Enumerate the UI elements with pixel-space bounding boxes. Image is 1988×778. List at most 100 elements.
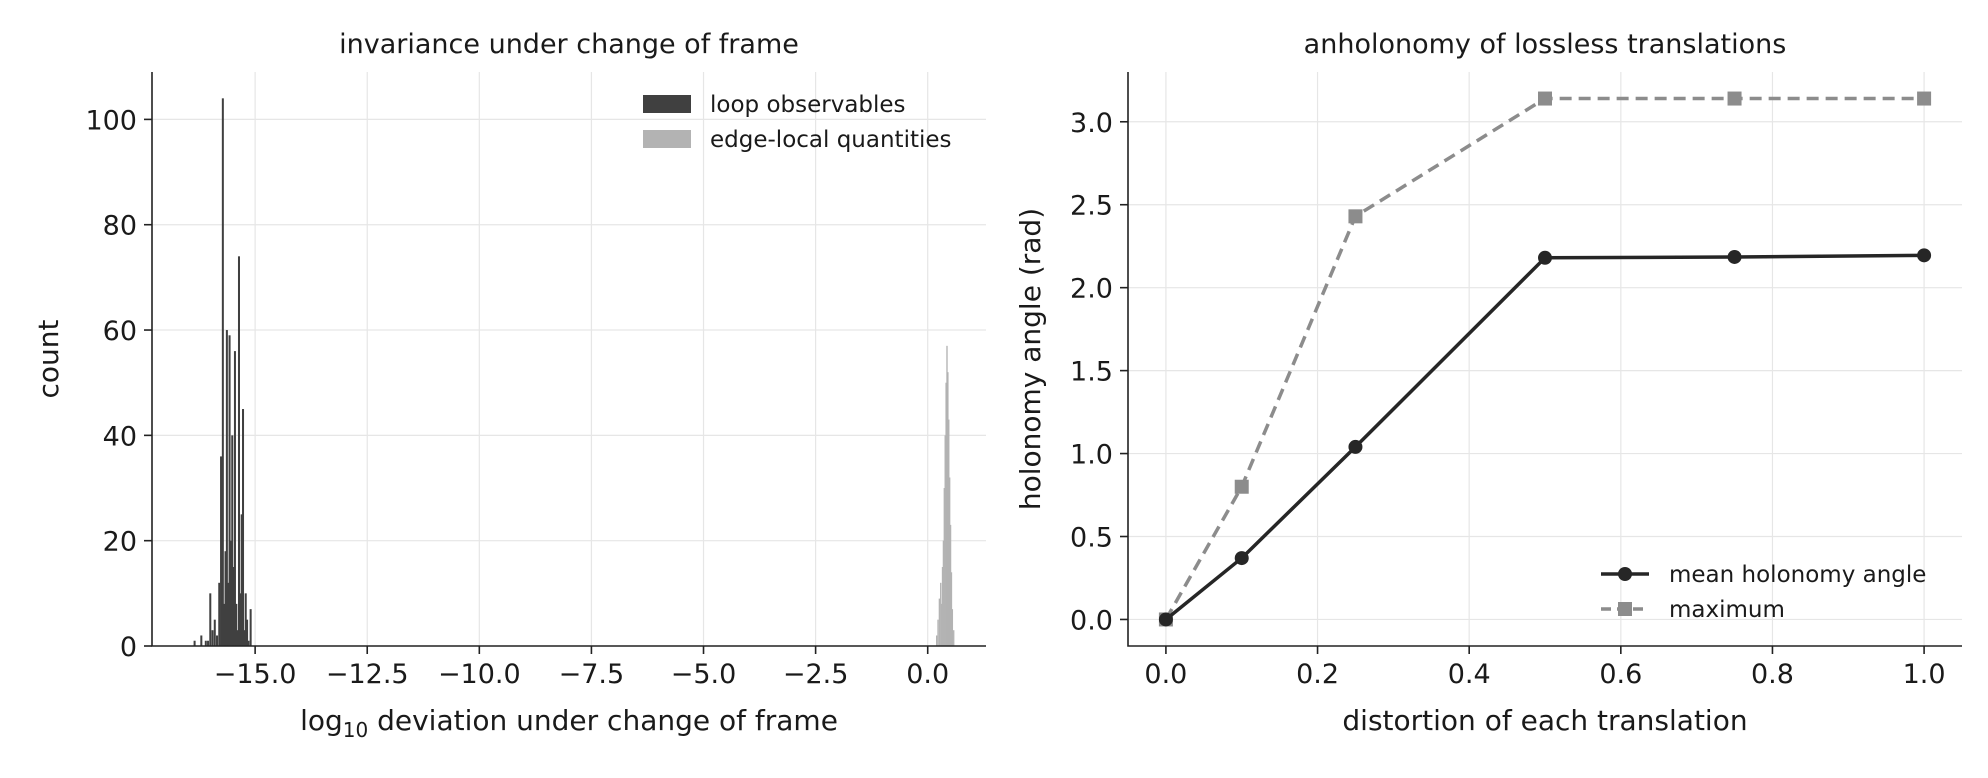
hist-xticks: −15.0 −12.5 −10.0 −7.5 −5.0 −2.5 0.0 bbox=[214, 646, 949, 690]
hist-ytick-label: 40 bbox=[103, 421, 137, 452]
hist-bar-edge bbox=[940, 603, 943, 646]
hist-bar-edge bbox=[938, 598, 941, 646]
hist-bar-loop bbox=[229, 540, 232, 646]
point-mean bbox=[1727, 249, 1742, 264]
hist-bar-edge bbox=[942, 540, 945, 646]
hist-xlabel-rest: deviation under change of frame bbox=[368, 704, 838, 737]
hist-bar-loop bbox=[207, 640, 210, 646]
hist-grid bbox=[152, 72, 986, 647]
hist-ytick-label: 80 bbox=[103, 211, 137, 242]
hist-bar-loop bbox=[237, 256, 240, 646]
hist-bar-loop bbox=[218, 582, 221, 646]
hist-bar-edge bbox=[951, 609, 954, 646]
hist-bar-edge bbox=[949, 524, 952, 646]
hist-bar-loop bbox=[213, 619, 216, 646]
hist-bar-edge bbox=[945, 382, 947, 646]
hist-bar-loop bbox=[216, 635, 219, 646]
hist-bar-loop bbox=[240, 514, 243, 646]
hist-xtick-label: −2.5 bbox=[783, 659, 849, 690]
hist-xtick-label: 0.0 bbox=[906, 659, 949, 690]
hist-ylabel: count bbox=[32, 319, 65, 398]
point-max bbox=[1538, 91, 1552, 106]
line-xtick-label: 0.6 bbox=[1599, 659, 1642, 690]
series-line-mean bbox=[1164, 253, 1925, 621]
line-ytick-label: 0.5 bbox=[1070, 523, 1113, 554]
hist-xtick-label: −7.5 bbox=[559, 659, 625, 690]
line-ytick-label: 1.0 bbox=[1070, 440, 1113, 471]
hist-xtick-label: −15.0 bbox=[214, 659, 297, 690]
hist-ytick-label: 20 bbox=[103, 527, 137, 558]
hist-bar-edge bbox=[937, 619, 939, 646]
line-title: anholonomy of lossless translations bbox=[1304, 29, 1787, 60]
hist-bar-loop bbox=[200, 635, 203, 646]
hist-ytick-label: 0 bbox=[120, 632, 137, 663]
hist-legend-swatch-loop bbox=[643, 95, 691, 113]
hist-bar-loop bbox=[249, 609, 252, 646]
line-grid bbox=[1128, 72, 1962, 646]
hist-bar-edge bbox=[950, 572, 953, 646]
hist-bar-loop bbox=[233, 351, 236, 646]
hist-bar-edge bbox=[944, 435, 946, 646]
hist-title: invariance under change of frame bbox=[339, 29, 799, 60]
hist-spines bbox=[151, 72, 986, 647]
point-mean bbox=[1234, 551, 1249, 566]
line-xtick-label: 0.4 bbox=[1448, 659, 1491, 690]
hist-bar-loop bbox=[220, 456, 223, 646]
line-legend-label-max: maximum bbox=[1669, 597, 1785, 623]
series-line-max bbox=[1164, 96, 1925, 621]
hist-bar-loop bbox=[221, 98, 224, 647]
line-ytick-label: 3.0 bbox=[1070, 108, 1113, 139]
line-legend-label-mean: mean holonomy angle bbox=[1669, 562, 1926, 588]
hist-ytick-label: 60 bbox=[103, 316, 137, 347]
line-xtick-label: 0.2 bbox=[1296, 659, 1339, 690]
hist-bar-edge bbox=[943, 488, 945, 646]
hist-bar-loop bbox=[211, 630, 214, 646]
line-legend-marker-mean bbox=[1618, 567, 1632, 581]
point-max bbox=[1348, 209, 1363, 224]
hist-bar-edge bbox=[948, 419, 950, 646]
hist-bar-edge bbox=[953, 630, 955, 646]
hist-bar-loop bbox=[223, 603, 226, 646]
line-series bbox=[1158, 91, 1932, 627]
line-chart: 0.0 0.2 0.4 0.6 0.8 1.0 0.0 0.5 1.0 1.5 2.0 2.5 3.0… bbox=[1014, 29, 1962, 737]
line-legend: mean holonomy angle maximum bbox=[1601, 562, 1926, 623]
hist-xtick-label: −5.0 bbox=[671, 659, 737, 690]
point-max bbox=[1917, 91, 1932, 106]
hist-bar-loop bbox=[227, 582, 230, 646]
hist-bar-loop bbox=[243, 630, 246, 646]
line-ytick-label: 0.0 bbox=[1070, 605, 1113, 636]
line-xtick-label: 0.8 bbox=[1751, 659, 1794, 690]
hist-bar-loop bbox=[244, 593, 247, 646]
hist-xlabel-log: log bbox=[300, 704, 343, 737]
point-mean bbox=[1538, 250, 1552, 265]
hist-bar-edge bbox=[949, 477, 951, 646]
point-max bbox=[1727, 91, 1742, 106]
point-max bbox=[1234, 479, 1249, 494]
point-mean bbox=[1158, 612, 1173, 627]
hist-bar-loop bbox=[209, 593, 212, 646]
hist-legend-label-loop: loop observables bbox=[710, 92, 906, 118]
line-yticks: 0.0 0.5 1.0 1.5 2.0 2.5 3.0 bbox=[1070, 108, 1128, 636]
line-xtick-label: 0.0 bbox=[1144, 659, 1187, 690]
line-xtick-label: 1.0 bbox=[1903, 659, 1946, 690]
hist-bar-loop bbox=[204, 640, 207, 646]
hist-bar-edge bbox=[946, 345, 948, 646]
point-mean bbox=[1348, 439, 1363, 454]
hist-bar-loop bbox=[228, 335, 231, 646]
hist-xtick-label: −12.5 bbox=[326, 659, 409, 690]
hist-bar-loop bbox=[246, 619, 249, 646]
point-mean bbox=[1917, 248, 1932, 263]
hist-bar-edge bbox=[936, 635, 938, 646]
hist-bar-loop bbox=[235, 603, 238, 646]
hist-bars bbox=[193, 98, 955, 647]
line-ytick-label: 1.5 bbox=[1070, 357, 1113, 388]
hist-bar-loop bbox=[224, 551, 227, 646]
hist-bar-loop bbox=[232, 567, 235, 646]
line-xlabel: distortion of each translation bbox=[1342, 704, 1747, 737]
hist-bar-edge bbox=[941, 567, 944, 646]
hist-xlabel: log10 deviation under change of frame bbox=[300, 704, 838, 742]
line-spines bbox=[1127, 72, 1962, 647]
hist-bar-loop bbox=[193, 640, 196, 646]
histogram-chart: −15.0 −12.5 −10.0 −7.5 −5.0 −2.5 0.0 0 20 40 60 80… bbox=[32, 29, 986, 742]
